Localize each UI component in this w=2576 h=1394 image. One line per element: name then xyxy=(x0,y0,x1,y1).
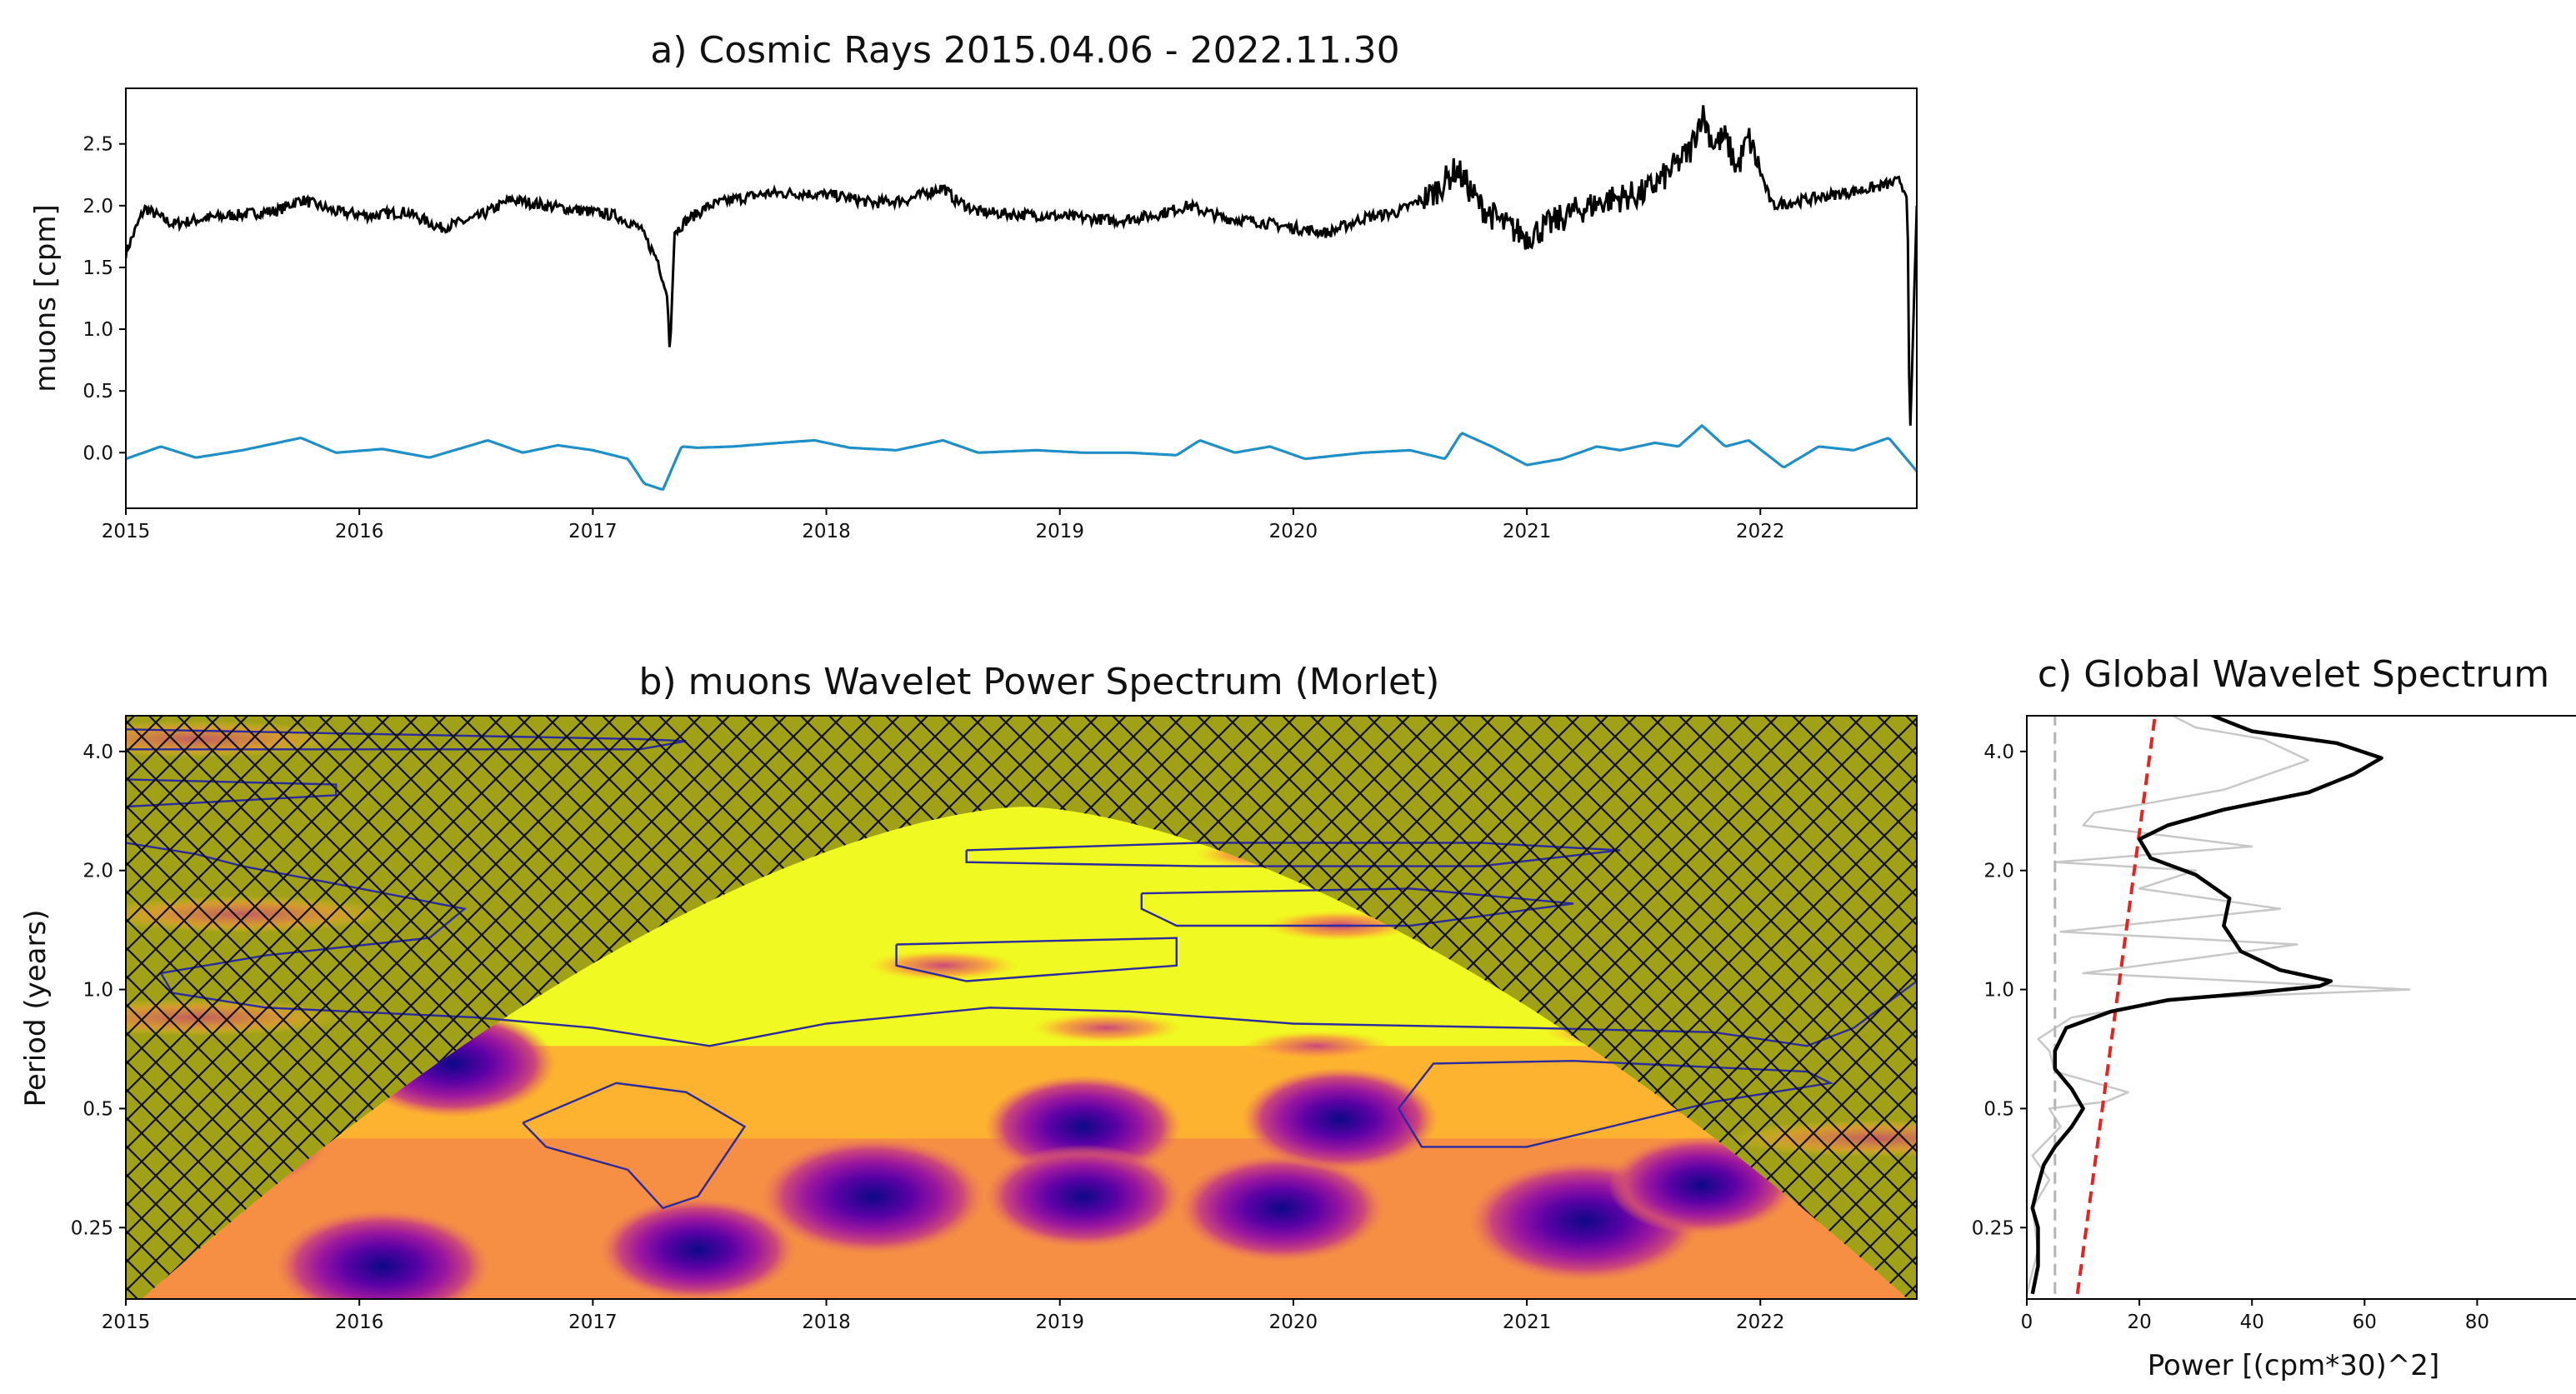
panel-c-ytick-label: 0.25 xyxy=(1972,1217,2014,1239)
panel-a-ytick-label: 0.5 xyxy=(83,381,113,402)
power-ridge xyxy=(868,950,1018,981)
power-field xyxy=(126,720,1917,1299)
panel-a-ytick-label: 2.0 xyxy=(83,196,113,217)
panel-c-ytick-label: 1.0 xyxy=(1983,980,2014,1002)
panel-a-title: a) Cosmic Rays 2015.04.06 - 2022.11.30 xyxy=(650,29,1399,72)
panel-b-ytick-label: 2.0 xyxy=(83,861,113,882)
panel-a-xtick-label: 2015 xyxy=(102,521,151,542)
panel-b-xtick-label: 2020 xyxy=(1269,1312,1318,1333)
panel-b-xtick-label: 2021 xyxy=(1503,1312,1552,1333)
significance-contour xyxy=(895,937,1178,982)
panel-b-xtick-label: 2016 xyxy=(335,1312,384,1333)
panel-a-ytick-label: 2.5 xyxy=(83,134,113,156)
panel-a-ytick-label: 1.5 xyxy=(83,257,113,279)
panel-b-ytick-label: 4.0 xyxy=(83,742,113,763)
panel-c-xtick-label: 40 xyxy=(2240,1312,2264,1333)
panel-c-ytick-label: 4.0 xyxy=(1983,742,2014,763)
panel-b-ytick-label: 0.5 xyxy=(83,1098,113,1120)
panel-a-ylabel: muons [cpm] xyxy=(29,204,63,392)
panel-b-xtick-label: 2022 xyxy=(1736,1312,1785,1333)
significance-line xyxy=(2075,716,2157,1295)
panel-c-ytick-label: 0.5 xyxy=(1983,1098,2014,1120)
cone-of-influence-hatch xyxy=(126,716,1917,1299)
panel-b-frame xyxy=(125,715,1918,1300)
panel-a-xtick-label: 2021 xyxy=(1503,521,1552,542)
panel-a-time-series: a) Cosmic Rays 2015.04.06 - 2022.11.30 m… xyxy=(29,29,1918,542)
power-peak xyxy=(1178,1154,1385,1262)
panel-a-xtick-label: 2020 xyxy=(1269,521,1318,542)
panel-a-frame xyxy=(125,87,1918,509)
power-peak xyxy=(599,1197,797,1299)
panel-b-xtick-label: 2019 xyxy=(1035,1312,1084,1333)
panel-a-xtick-label: 2017 xyxy=(568,521,618,542)
panel-c-xtick-label: 20 xyxy=(2127,1312,2151,1333)
muon-series-line xyxy=(126,105,1917,426)
panel-b-ytick-label: 0.25 xyxy=(71,1217,113,1239)
power-peak xyxy=(275,1209,491,1299)
panel-c-global-spectrum: c) Global Wavelet Spectrum Power [(cpm*3… xyxy=(1972,653,2576,1382)
panel-c-xlabel: Power [(cpm*30)^2] xyxy=(2148,1349,2439,1382)
panel-c-xtick-label: 60 xyxy=(2353,1312,2377,1333)
global-spectrum-line xyxy=(2030,716,2383,1295)
panel-c-xtick-label: 0 xyxy=(2021,1312,2033,1333)
panel-a-xtick-label: 2019 xyxy=(1035,521,1084,542)
panel-b-xtick-label: 2017 xyxy=(568,1312,618,1333)
power-peak xyxy=(984,1144,1182,1248)
power-field-inside xyxy=(126,807,1917,1299)
panel-b-xtick-label: 2015 xyxy=(102,1312,151,1333)
power-ridge xyxy=(1031,1012,1182,1043)
power-peak xyxy=(761,1137,986,1255)
fourier-spectrum-line xyxy=(2027,716,2411,1295)
panel-b-wavelet-power: b) muons Wavelet Power Spectrum (Morlet)… xyxy=(19,661,1918,1333)
significance-contour xyxy=(522,1082,747,1210)
panel-b-xtick-label: 2018 xyxy=(802,1312,851,1333)
panel-b-ylabel: Period (years) xyxy=(19,910,53,1107)
panel-c-frame xyxy=(2026,715,2576,1300)
panel-a-xtick-label: 2016 xyxy=(335,521,384,542)
panel-c-title: c) Global Wavelet Spectrum xyxy=(2038,653,2549,696)
panel-a-xtick-label: 2018 xyxy=(802,521,851,542)
panel-b-title: b) muons Wavelet Power Spectrum (Morlet) xyxy=(639,661,1440,703)
panel-b-ytick-label: 1.0 xyxy=(83,980,113,1002)
panel-c-xtick-label: 80 xyxy=(2465,1312,2489,1333)
panel-a-xtick-label: 2022 xyxy=(1736,521,1785,542)
filtered-series-line xyxy=(126,423,1917,491)
panel-c-ytick-label: 2.0 xyxy=(1983,861,2014,882)
power-peak xyxy=(1241,1067,1438,1172)
power-ridge xyxy=(1241,1031,1392,1062)
panel-a-ytick-label: 1.0 xyxy=(83,319,113,341)
panel-a-ytick-label: 0.0 xyxy=(83,442,113,464)
